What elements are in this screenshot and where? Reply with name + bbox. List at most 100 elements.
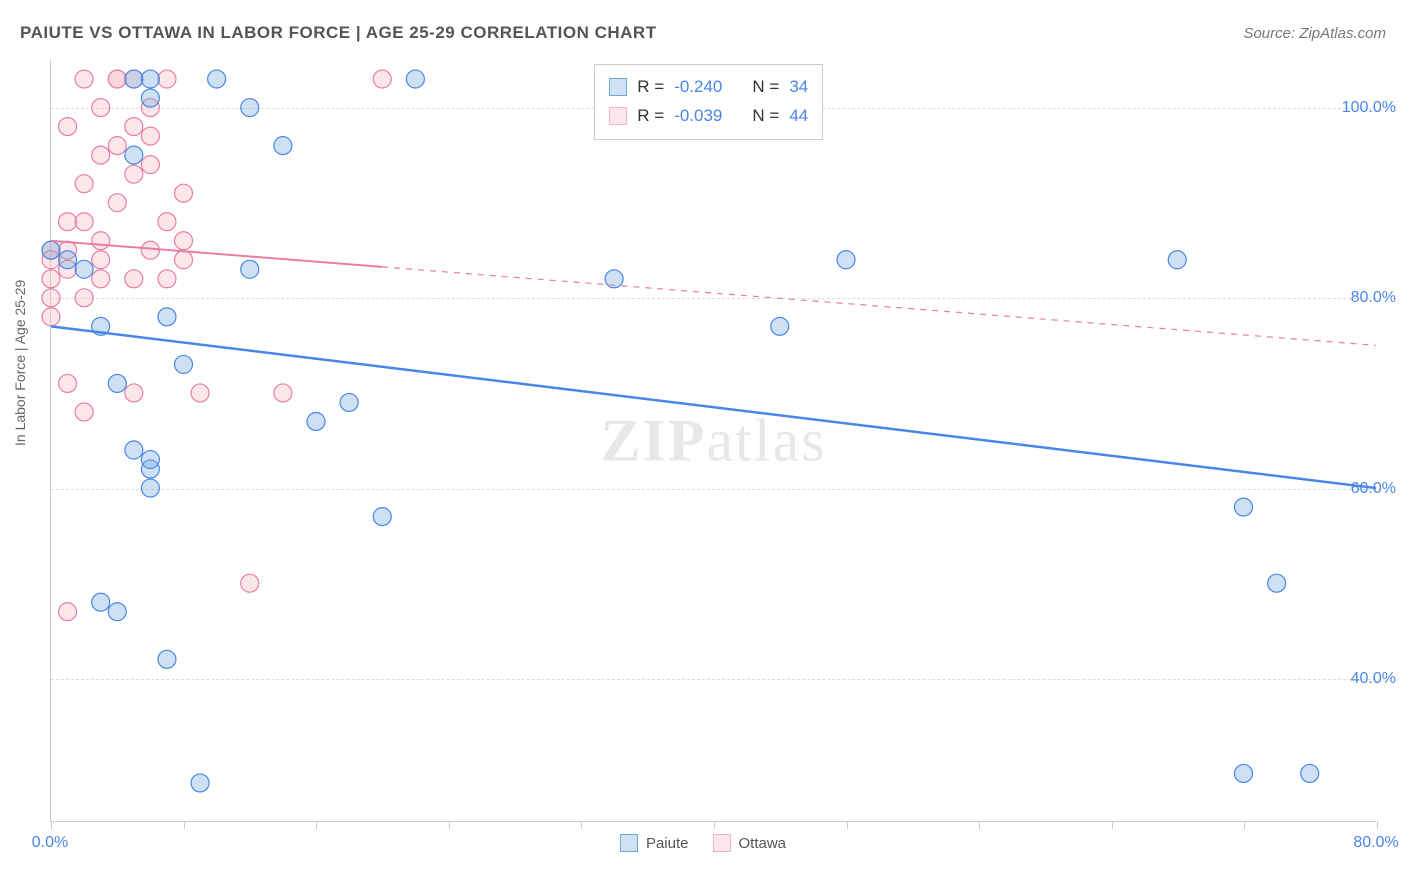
scatter-point-ottawa: [59, 374, 77, 392]
r-label: R =: [637, 73, 664, 102]
scatter-point-paiute: [373, 508, 391, 526]
scatter-point-paiute: [125, 441, 143, 459]
scatter-point-paiute: [158, 650, 176, 668]
y-tick-label: 40.0%: [1351, 670, 1396, 688]
scatter-point-paiute: [125, 146, 143, 164]
scatter-point-ottawa: [158, 270, 176, 288]
chart-title: PAIUTE VS OTTAWA IN LABOR FORCE | AGE 25…: [20, 23, 657, 43]
y-tick-label: 60.0%: [1351, 480, 1396, 498]
chart-container: PAIUTE VS OTTAWA IN LABOR FORCE | AGE 25…: [0, 0, 1406, 892]
scatter-point-ottawa: [175, 251, 193, 269]
legend-swatch: [713, 834, 731, 852]
stats-box: R = -0.240 N = 34R = -0.039N = 44: [594, 64, 823, 140]
legend-label: Ottawa: [739, 835, 787, 852]
x-tick: [979, 821, 980, 829]
scatter-point-paiute: [92, 593, 110, 611]
scatter-point-ottawa: [108, 137, 126, 155]
scatter-point-ottawa: [42, 308, 60, 326]
r-label: R =: [637, 102, 664, 131]
y-tick-label: 100.0%: [1342, 99, 1396, 117]
stats-swatch: [609, 107, 627, 125]
trend-line-paiute: [51, 326, 1376, 488]
scatter-point-ottawa: [125, 384, 143, 402]
scatter-point-paiute: [274, 137, 292, 155]
x-tick-label: 0.0%: [32, 834, 68, 852]
scatter-point-ottawa: [75, 175, 93, 193]
scatter-point-paiute: [1268, 574, 1286, 592]
legend-entry: Ottawa: [713, 834, 787, 852]
stats-row: R = -0.039N = 44: [609, 102, 808, 131]
scatter-point-ottawa: [125, 118, 143, 136]
scatter-point-ottawa: [42, 270, 60, 288]
scatter-point-paiute: [175, 355, 193, 373]
legend-entry: Paiute: [620, 834, 689, 852]
scatter-point-paiute: [1235, 498, 1253, 516]
n-label: N =: [752, 73, 779, 102]
scatter-point-paiute: [208, 70, 226, 88]
scatter-point-ottawa: [92, 99, 110, 117]
scatter-point-ottawa: [191, 384, 209, 402]
scatter-point-ottawa: [75, 213, 93, 231]
scatter-point-ottawa: [92, 232, 110, 250]
scatter-point-ottawa: [175, 232, 193, 250]
x-tick: [714, 821, 715, 829]
scatter-point-paiute: [191, 774, 209, 792]
stats-row: R = -0.240 N = 34: [609, 73, 808, 102]
scatter-point-paiute: [59, 251, 77, 269]
scatter-point-ottawa: [42, 289, 60, 307]
scatter-point-paiute: [108, 603, 126, 621]
scatter-point-paiute: [241, 99, 259, 117]
scatter-point-ottawa: [141, 156, 159, 174]
scatter-svg: [51, 60, 1376, 821]
scatter-point-ottawa: [75, 70, 93, 88]
scatter-point-ottawa: [75, 403, 93, 421]
scatter-point-ottawa: [141, 241, 159, 259]
scatter-point-paiute: [141, 70, 159, 88]
header: PAIUTE VS OTTAWA IN LABOR FORCE | AGE 25…: [20, 18, 1386, 48]
scatter-point-paiute: [141, 479, 159, 497]
scatter-point-paiute: [1168, 251, 1186, 269]
x-tick-label: 80.0%: [1353, 834, 1398, 852]
scatter-point-paiute: [1301, 764, 1319, 782]
scatter-point-paiute: [75, 260, 93, 278]
scatter-point-paiute: [771, 317, 789, 335]
n-label: N =: [752, 102, 779, 131]
scatter-point-ottawa: [108, 70, 126, 88]
legend-swatch: [620, 834, 638, 852]
scatter-point-ottawa: [241, 574, 259, 592]
y-axis-label: In Labor Force | Age 25-29: [12, 280, 28, 446]
y-tick-label: 80.0%: [1351, 289, 1396, 307]
scatter-point-ottawa: [175, 184, 193, 202]
x-tick: [316, 821, 317, 829]
scatter-point-paiute: [42, 241, 60, 259]
scatter-point-ottawa: [59, 603, 77, 621]
x-tick: [449, 821, 450, 829]
x-tick: [1244, 821, 1245, 829]
stats-swatch: [609, 78, 627, 96]
scatter-point-paiute: [241, 260, 259, 278]
scatter-point-paiute: [141, 451, 159, 469]
x-tick: [581, 821, 582, 829]
x-tick: [184, 821, 185, 829]
scatter-point-ottawa: [373, 70, 391, 88]
scatter-point-ottawa: [108, 194, 126, 212]
scatter-point-paiute: [307, 412, 325, 430]
scatter-point-ottawa: [92, 251, 110, 269]
scatter-point-ottawa: [59, 118, 77, 136]
scatter-point-paiute: [837, 251, 855, 269]
n-value: 34: [789, 73, 808, 102]
scatter-point-ottawa: [158, 70, 176, 88]
x-tick: [51, 821, 52, 829]
scatter-point-paiute: [125, 70, 143, 88]
scatter-point-paiute: [141, 89, 159, 107]
plot-area: ZIPatlas R = -0.240N = 34R = -0.039N = 4…: [50, 60, 1376, 822]
r-value: -0.240: [674, 73, 722, 102]
scatter-point-ottawa: [125, 270, 143, 288]
x-tick: [1377, 821, 1378, 829]
x-tick: [847, 821, 848, 829]
scatter-point-ottawa: [75, 289, 93, 307]
trend-line-dashed-ottawa: [382, 267, 1376, 345]
scatter-point-paiute: [108, 374, 126, 392]
n-value: 44: [789, 102, 808, 131]
scatter-point-paiute: [1235, 764, 1253, 782]
